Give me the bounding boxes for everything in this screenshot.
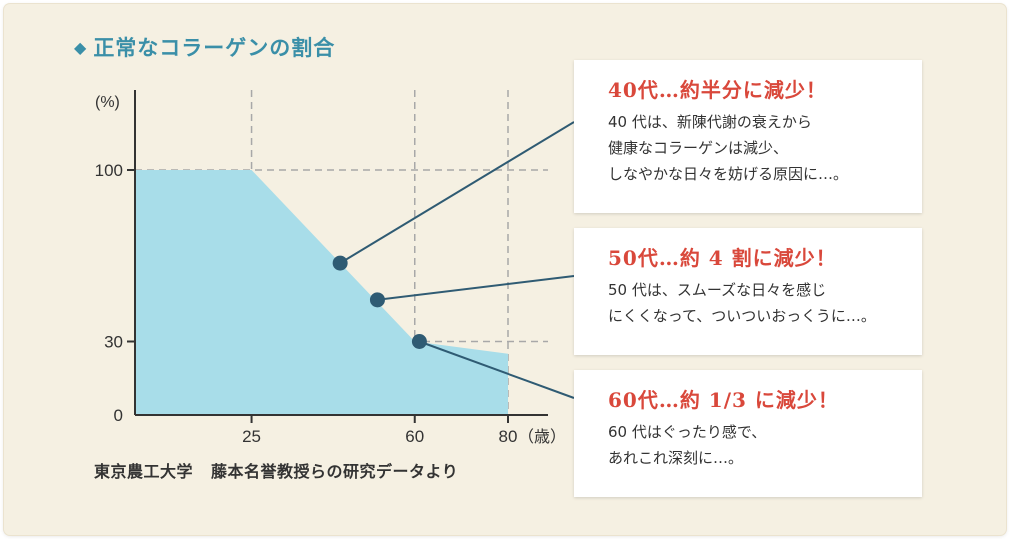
chart-title-text: 正常なコラーゲンの割合 — [93, 36, 336, 60]
y-tick-label-2: 100 — [95, 161, 123, 180]
callout-60s-headline: 60代…約 1/3 に減少！ — [608, 388, 839, 412]
leader-lines — [339, 121, 575, 399]
axes — [127, 90, 548, 423]
y-tick-label-1: 30 — [104, 333, 123, 352]
leader-line-0 — [339, 121, 575, 264]
diamond-icon: ◆ — [74, 38, 88, 57]
marker-dot-0 — [332, 255, 348, 271]
marker-dot-1 — [369, 292, 385, 308]
x-tick-label-1: 60 — [405, 427, 424, 446]
chart-title: ◆ 正常なコラーゲンの割合 — [74, 32, 335, 62]
callout-60s-body: 60 代はぐったり感で、 あれこれ深刻に…。 — [608, 423, 767, 467]
y-tick-label-0: 0 — [114, 406, 123, 425]
area-series — [135, 170, 508, 415]
source-org: 東京農工大学 — [94, 462, 194, 481]
callout-40s-body: 40 代は、新陳代謝の衰えから 健康なコラーゲンは減少、 しなやかな日々を妨げる… — [608, 113, 849, 183]
callout-50s-body: 50 代は、スムーズな日々を感じ にくくなって、ついついおっくうに…。 — [608, 281, 876, 325]
callout-40s: 40代…約半分に減少！ 40 代は、新陳代謝の衰えから 健康なコラーゲンは減少、… — [574, 60, 922, 213]
y-axis-label: (%) — [95, 94, 120, 111]
x-tick-label-0: 25 — [242, 427, 261, 446]
x-tick-label-2: 80 — [499, 427, 518, 446]
leader-line-2 — [419, 340, 575, 399]
source-text: 藤本名誉教授らの研究データより — [211, 462, 459, 481]
callout-40s-headline: 40代…約半分に減少！ — [608, 78, 827, 102]
x-axis-unit-label: （歳） — [518, 427, 566, 446]
source-note: 東京農工大学 藤本名誉教授らの研究データより — [94, 458, 458, 482]
callout-60s: 60代…約 1/3 に減少！ 60 代はぐったり感で、 あれこれ深刻に…。 — [574, 370, 922, 497]
markers — [332, 255, 427, 349]
leader-line-1 — [377, 275, 575, 301]
marker-dot-2 — [411, 334, 427, 349]
callout-50s-headline: 50代…約 4 割に減少！ — [608, 246, 837, 270]
callout-50s: 50代…約 4 割に減少！ 50 代は、スムーズな日々を感じ にくくなって、つい… — [574, 228, 922, 355]
tick-labels: 0 30 100 25 60 80 — [95, 161, 518, 446]
